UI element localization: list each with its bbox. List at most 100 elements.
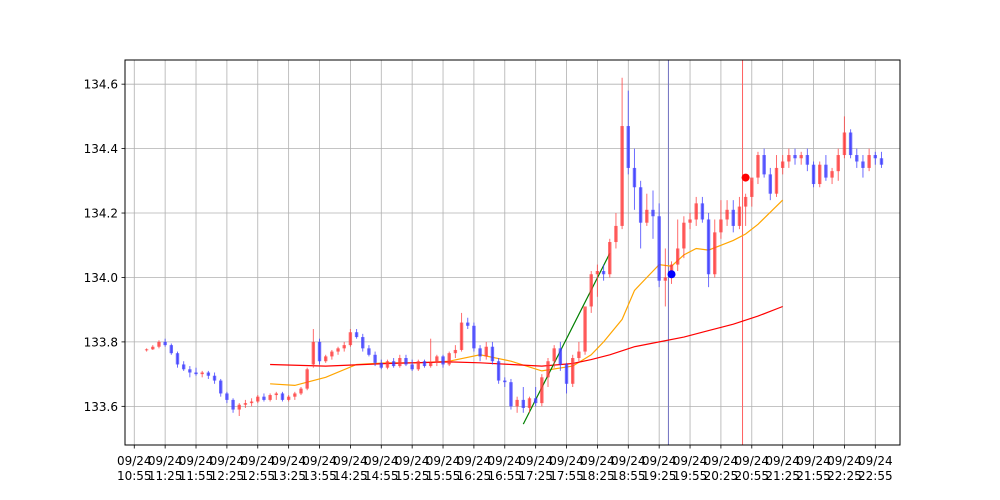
- candle-body: [317, 341, 322, 362]
- candle-body: [231, 399, 235, 410]
- candle-up: [688, 213, 692, 230]
- candle-up: [459, 312, 464, 352]
- candle-body: [175, 353, 180, 365]
- candle-down: [601, 264, 606, 281]
- x-tick-label: 09/24 15:25: [395, 454, 430, 483]
- candle-body: [867, 155, 871, 168]
- candle-body: [206, 372, 211, 376]
- x-tick-label: 09/24 10:55: [117, 454, 152, 483]
- candle-up: [818, 161, 822, 188]
- x-tick-date: 09/24: [271, 454, 306, 468]
- candle-body: [509, 382, 513, 407]
- candle-up: [527, 396, 532, 413]
- candle-body: [200, 372, 204, 375]
- candle-body: [719, 219, 723, 233]
- candle-up: [620, 77, 624, 230]
- candle-down: [422, 359, 427, 368]
- candle-down: [280, 391, 285, 402]
- candle-body: [614, 225, 618, 243]
- candle-up: [799, 151, 803, 165]
- candle-body: [330, 351, 334, 357]
- candle-body: [367, 348, 371, 355]
- candle-body: [861, 161, 865, 168]
- blue-point-marker: [667, 270, 676, 279]
- candle-down: [706, 213, 711, 288]
- candle-body: [311, 341, 316, 365]
- x-tick-label: 09/24 20:25: [704, 454, 739, 483]
- x-tick-label: 09/24 16:25: [457, 454, 492, 483]
- candle-down: [855, 148, 859, 168]
- x-tick-time: 22:25: [827, 469, 862, 483]
- candle-down: [478, 345, 482, 362]
- x-tick-time: 15:25: [395, 469, 430, 483]
- candle-down: [391, 358, 396, 368]
- candle-up: [299, 387, 303, 396]
- candle-body: [787, 155, 791, 162]
- candle-body: [842, 132, 847, 156]
- candle-down: [181, 361, 186, 371]
- candle-body: [219, 380, 223, 394]
- candle-body: [608, 242, 612, 275]
- candle-down: [169, 343, 174, 355]
- x-tick-time: 16:25: [457, 469, 492, 483]
- candle-up: [256, 395, 260, 404]
- x-tick-time: 11:25: [148, 469, 183, 483]
- candle-body: [385, 361, 390, 368]
- candle-up: [842, 116, 847, 159]
- candle-body: [682, 222, 686, 249]
- y-tick-label: 134.4: [84, 142, 118, 156]
- x-tick-date: 09/24: [426, 454, 461, 468]
- candle-up: [552, 345, 556, 368]
- x-tick-time: 22:55: [858, 469, 893, 483]
- x-tick-label: 09/24 18:25: [580, 454, 615, 483]
- candle-body: [404, 358, 408, 365]
- candle-body: [354, 332, 359, 338]
- candle-body: [157, 341, 161, 347]
- x-tick-time: 10:55: [117, 469, 152, 483]
- candle-body: [626, 126, 630, 168]
- candle-body: [595, 271, 600, 275]
- x-tick-time: 14:25: [333, 469, 368, 483]
- candle-up: [577, 341, 581, 362]
- x-tick-date: 09/24: [518, 454, 553, 468]
- red-point-marker: [741, 173, 750, 182]
- candle-body: [256, 396, 260, 402]
- x-tick-time: 20:55: [734, 469, 769, 483]
- x-tick-label: 09/24 14:55: [364, 454, 399, 483]
- x-tick-label: 09/24 12:25: [210, 454, 245, 483]
- candle-body: [713, 232, 717, 275]
- candle-body: [571, 358, 575, 384]
- candle-body: [305, 369, 309, 389]
- candle-body: [361, 337, 365, 349]
- candle-down: [163, 338, 167, 347]
- candle-down: [194, 367, 198, 376]
- candle-body: [503, 380, 507, 383]
- candle-up: [237, 403, 241, 417]
- candle-up: [453, 345, 458, 359]
- candle-body: [805, 155, 810, 165]
- x-tick-date: 09/24: [487, 454, 522, 468]
- candle-up: [546, 358, 550, 388]
- x-tick-date: 09/24: [827, 454, 862, 468]
- x-tick-time: 21:55: [796, 469, 831, 483]
- x-tick-time: 15:55: [426, 469, 461, 483]
- candle-down: [731, 200, 735, 233]
- candle-down: [188, 366, 192, 378]
- candle-down: [657, 203, 661, 288]
- candle-down: [811, 161, 816, 188]
- candle-up: [342, 341, 346, 352]
- candle-body: [546, 361, 550, 378]
- candle-body: [737, 206, 742, 226]
- candle-up: [743, 193, 748, 226]
- candle-up: [447, 351, 451, 367]
- candle-down: [626, 90, 630, 175]
- x-tick-label: 09/24 20:55: [734, 454, 769, 483]
- candle-body: [583, 306, 587, 352]
- x-tick-time: 12:55: [240, 469, 275, 483]
- x-tick-label: 09/24 22:25: [827, 454, 862, 483]
- candle-body: [521, 399, 526, 408]
- candle-body: [780, 161, 785, 168]
